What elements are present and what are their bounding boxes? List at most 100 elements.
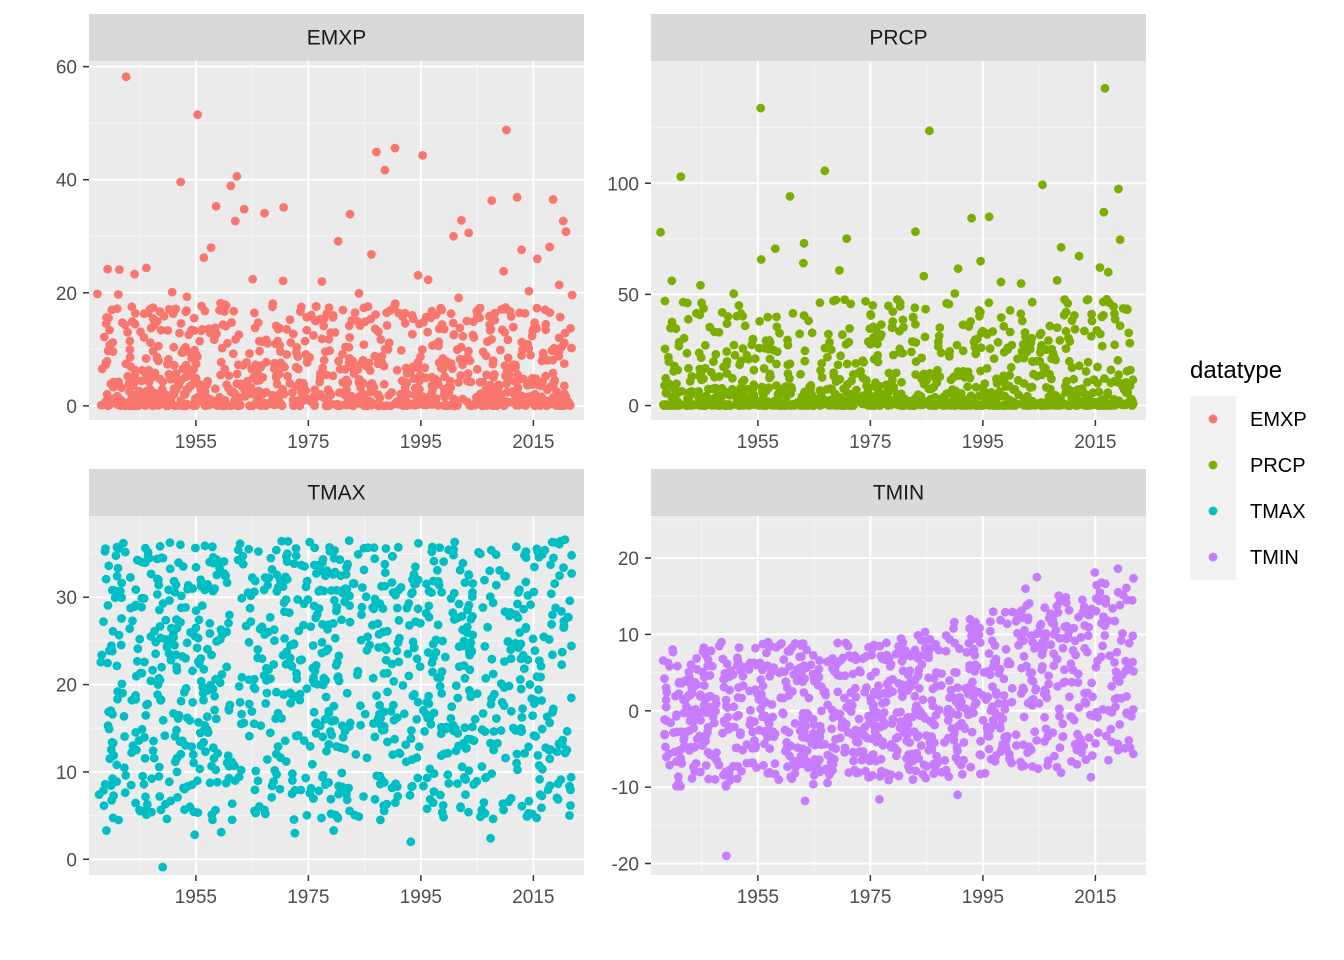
data-point <box>424 586 434 596</box>
data-point <box>437 689 447 698</box>
data-point <box>891 649 901 659</box>
data-point <box>717 308 727 317</box>
data-point <box>480 727 490 736</box>
data-point <box>114 815 123 825</box>
data-point <box>460 673 470 683</box>
data-point <box>380 559 390 569</box>
data-point <box>1104 706 1113 715</box>
data-point <box>158 377 168 386</box>
data-point <box>764 383 774 392</box>
data-point <box>295 401 305 411</box>
data-point <box>371 310 380 319</box>
data-point <box>127 317 137 326</box>
data-point <box>208 815 217 825</box>
data-point <box>873 331 882 341</box>
data-point <box>309 392 318 401</box>
data-point <box>318 732 328 742</box>
data-point <box>1109 302 1118 311</box>
x-tick-label: 1955 <box>737 432 779 453</box>
data-point <box>1032 629 1042 639</box>
y-tick-label: 10 <box>618 625 639 646</box>
data-point <box>1125 338 1135 348</box>
data-point <box>1091 739 1100 748</box>
data-point <box>762 648 771 658</box>
data-point <box>714 395 723 404</box>
data-point <box>406 734 416 743</box>
data-point <box>341 400 351 409</box>
data-point <box>714 641 724 651</box>
data-point <box>268 299 278 309</box>
data-point <box>934 645 944 655</box>
data-point <box>336 743 345 753</box>
data-point <box>1032 399 1041 408</box>
data-point <box>117 318 127 328</box>
data-point <box>405 790 415 800</box>
data-point <box>878 740 888 750</box>
data-point <box>828 759 838 769</box>
data-point <box>457 216 466 225</box>
data-point <box>475 377 485 387</box>
data-point <box>99 332 109 342</box>
data-point <box>432 565 442 575</box>
data-point <box>363 302 373 312</box>
data-point <box>737 766 746 776</box>
data-point <box>735 730 745 740</box>
data-point <box>1083 295 1093 304</box>
data-point <box>423 648 433 657</box>
data-point <box>950 289 960 298</box>
data-point <box>988 662 998 672</box>
data-point <box>512 192 522 202</box>
data-point <box>485 380 495 390</box>
data-point <box>996 277 1006 287</box>
data-point <box>1124 328 1134 338</box>
data-point <box>957 769 967 779</box>
data-point <box>685 672 694 682</box>
data-point <box>898 315 908 325</box>
data-point <box>359 543 369 553</box>
data-point <box>322 746 331 756</box>
data-point <box>797 394 806 404</box>
data-point <box>238 360 248 370</box>
data-point <box>112 760 122 770</box>
data-point <box>412 715 422 724</box>
data-point <box>1000 607 1010 617</box>
data-point <box>198 682 208 692</box>
data-point <box>924 673 933 683</box>
data-point <box>139 594 149 603</box>
data-point <box>1041 383 1051 392</box>
data-point <box>529 391 539 401</box>
y-tick-label: 60 <box>56 58 77 79</box>
data-point <box>324 303 334 313</box>
data-point <box>1065 401 1075 410</box>
data-point <box>986 706 996 716</box>
data-point <box>106 781 116 790</box>
data-point <box>182 306 191 315</box>
data-point <box>1073 678 1083 687</box>
data-point <box>404 671 414 681</box>
data-point <box>293 595 303 604</box>
data-point <box>1040 737 1049 746</box>
data-point <box>228 349 238 359</box>
data-point <box>730 350 740 360</box>
data-point <box>309 794 318 803</box>
data-point <box>535 790 545 800</box>
data-point <box>772 312 781 322</box>
data-point <box>913 653 923 663</box>
data-point <box>869 700 878 710</box>
data-point <box>1122 595 1132 605</box>
data-point <box>502 125 511 135</box>
data-point <box>447 702 457 711</box>
data-point <box>454 377 463 387</box>
data-point <box>462 743 471 753</box>
data-point <box>283 371 292 381</box>
data-point <box>155 307 165 317</box>
data-point <box>682 400 692 410</box>
data-point <box>256 390 266 400</box>
data-point <box>428 639 438 649</box>
data-point <box>931 710 941 720</box>
data-point <box>1044 336 1053 345</box>
data-point <box>137 376 147 386</box>
data-point <box>943 704 953 714</box>
data-point <box>779 655 789 664</box>
data-point <box>1074 361 1084 371</box>
